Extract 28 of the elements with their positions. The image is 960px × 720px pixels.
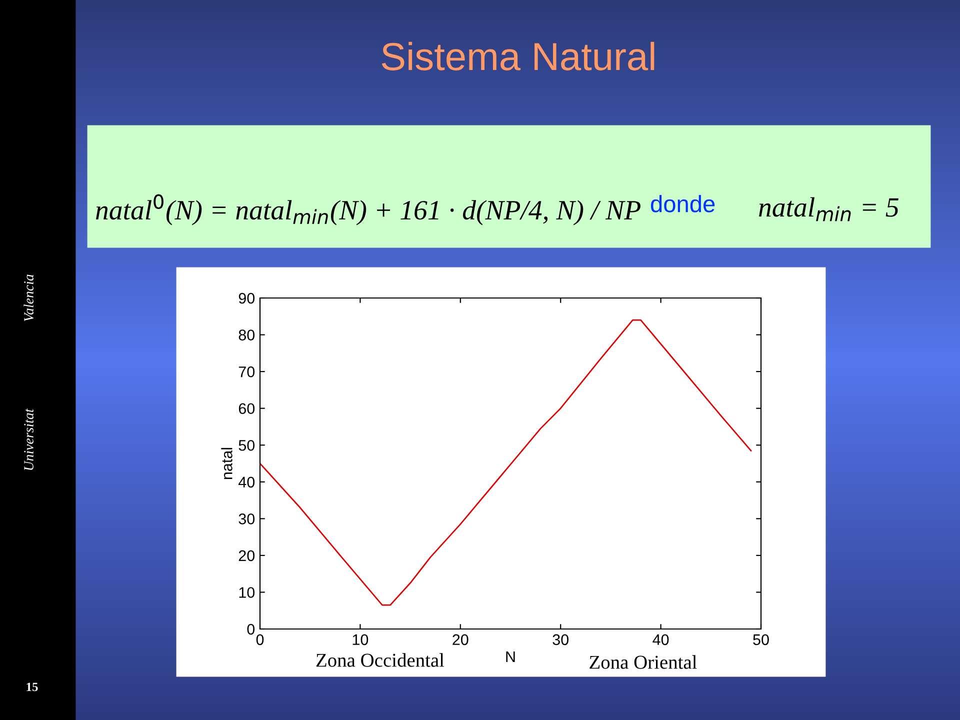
text: Zona Occidental (316, 653, 444, 667)
line-series (260, 319, 752, 606)
x-tick-label: 30 (552, 634, 568, 646)
x-tick-label: 20 (452, 634, 468, 646)
x-tick-label: 40 (652, 634, 669, 646)
text: Zona Oriental (590, 655, 697, 669)
y-tick-label: 40 (238, 476, 255, 488)
text: 15 (26, 682, 38, 692)
y-tick-label: 60 (238, 403, 255, 414)
y-tick-label: 20 (238, 550, 255, 562)
x-tick-label: 0 (256, 634, 264, 646)
text: natal$_{min}$ = 5 (758, 197, 898, 222)
text: natal$^{0}$(N) = natal$_{min}$(N) + 161 · d(NP/4, N) / NP (96, 194, 640, 226)
y-tick-label: 70 (238, 366, 255, 378)
x-tick-label: 10 (352, 634, 368, 646)
y-tick-label: 10 (239, 587, 255, 598)
text: Valencia (24, 274, 34, 322)
y-tick-label: 90 (238, 292, 255, 304)
x-axis-title: N (506, 651, 515, 662)
chart-title: Sistema Natural (382, 42, 654, 70)
text: Universitat (24, 408, 34, 470)
x-tick-label: 50 (753, 634, 769, 646)
y-tick-label: 30 (238, 514, 255, 524)
y-axis-title: natal (221, 448, 232, 480)
y-tick-label: 50 (238, 440, 255, 451)
y-tick-label: 0 (247, 624, 255, 635)
y-tick-label: 80 (238, 330, 255, 340)
text: donde (650, 194, 715, 212)
